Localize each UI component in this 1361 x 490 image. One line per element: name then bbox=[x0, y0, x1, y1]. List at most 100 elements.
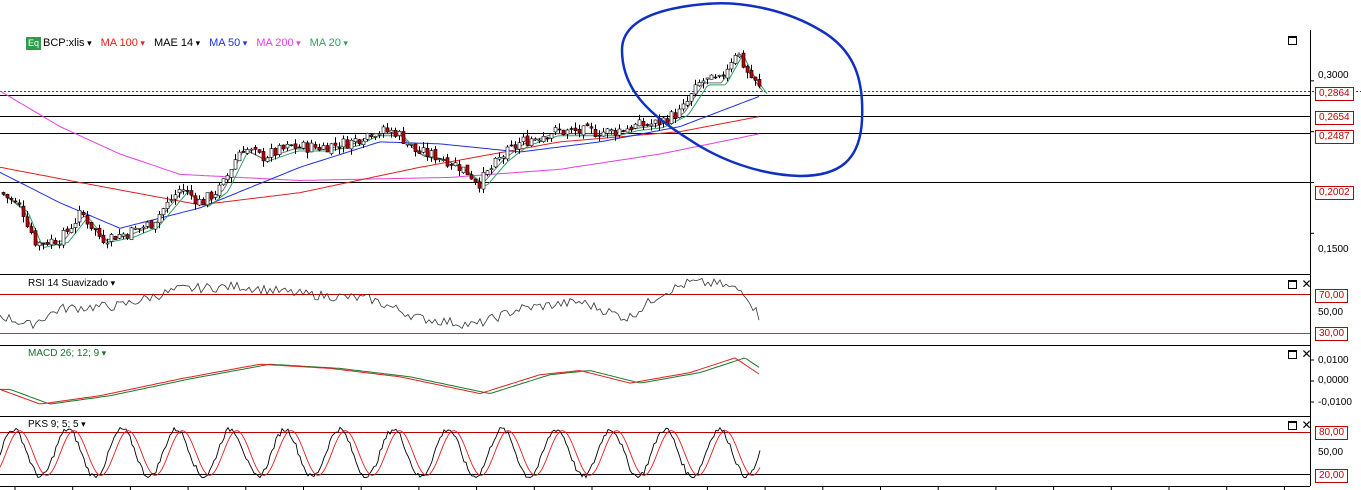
candle-body bbox=[717, 75, 722, 77]
candle-body bbox=[225, 175, 230, 181]
legend-ma50[interactable]: MA 50 bbox=[209, 37, 247, 49]
candle-body bbox=[37, 242, 42, 247]
candle-body bbox=[93, 228, 98, 231]
candle-body bbox=[261, 151, 266, 162]
rsi-level-tag: 30,00 bbox=[1315, 327, 1349, 341]
price-level-tag: 0,2487 bbox=[1315, 130, 1354, 144]
candle-body bbox=[409, 143, 414, 146]
legend-symbol[interactable]: BCP:xlis bbox=[43, 37, 92, 49]
candle-body bbox=[181, 189, 186, 192]
candle-body bbox=[557, 128, 562, 131]
equity-badge: Eq bbox=[26, 36, 41, 50]
candle-body bbox=[425, 147, 430, 157]
candle-body bbox=[677, 108, 682, 118]
candle-body bbox=[189, 190, 194, 196]
macd-close-icon[interactable]: ✕ bbox=[1301, 347, 1312, 361]
candle-body bbox=[361, 140, 366, 145]
rsi-close-icon[interactable]: ✕ bbox=[1301, 277, 1312, 291]
candle-body bbox=[237, 151, 242, 162]
candle-body bbox=[553, 127, 558, 133]
candle-body bbox=[337, 147, 342, 149]
candle-body bbox=[417, 150, 422, 154]
pks-d-line bbox=[0, 430, 761, 476]
candle-body bbox=[669, 111, 674, 124]
candle-body bbox=[85, 215, 90, 225]
candle-body bbox=[25, 216, 30, 228]
candle-body bbox=[145, 221, 150, 227]
legend-ma100[interactable]: MA 100 bbox=[101, 37, 145, 49]
candle-body bbox=[381, 126, 386, 134]
candle-body bbox=[621, 130, 626, 132]
candle-body bbox=[469, 174, 474, 180]
pks-level-tag: 80,00 bbox=[1315, 426, 1349, 440]
candle-body bbox=[277, 145, 282, 155]
candle-body bbox=[589, 126, 594, 129]
candle-body bbox=[437, 158, 442, 160]
candle-body bbox=[373, 136, 378, 138]
candle-body bbox=[249, 148, 254, 151]
candle-body bbox=[233, 159, 238, 170]
price-panel-maximize-icon[interactable] bbox=[1286, 34, 1299, 47]
candle-body bbox=[241, 150, 246, 153]
candle-body bbox=[109, 234, 114, 242]
pks-maximize-icon[interactable] bbox=[1286, 419, 1299, 432]
candle-body bbox=[697, 82, 702, 87]
candle-body bbox=[593, 129, 598, 137]
ma50-line bbox=[0, 96, 760, 229]
candle-body bbox=[297, 146, 302, 149]
candle-body bbox=[113, 236, 118, 240]
candle-body bbox=[497, 156, 502, 160]
candle-body bbox=[137, 228, 142, 230]
candle-body bbox=[457, 164, 462, 172]
candle-body bbox=[733, 55, 738, 64]
candle-body bbox=[17, 202, 22, 205]
macd-signal-line bbox=[0, 357, 760, 405]
candle-body bbox=[117, 234, 122, 239]
candle-body bbox=[253, 147, 258, 150]
candle-body bbox=[9, 197, 14, 200]
candle-body bbox=[281, 144, 286, 150]
candle-body bbox=[477, 181, 482, 189]
candle-body bbox=[221, 178, 226, 186]
candle-body bbox=[729, 62, 734, 70]
candle-body bbox=[501, 156, 506, 159]
candle-body bbox=[565, 129, 570, 135]
candle-body bbox=[601, 131, 606, 137]
macd-maximize-icon[interactable] bbox=[1286, 348, 1299, 361]
candle-body bbox=[305, 142, 310, 153]
candle-body bbox=[213, 194, 218, 198]
candle-body bbox=[489, 168, 494, 171]
candle-body bbox=[29, 226, 34, 233]
rsi-line bbox=[0, 277, 760, 330]
candle-body bbox=[165, 201, 170, 209]
macd-tick: 0,0000 bbox=[1318, 375, 1349, 386]
legend-mae14[interactable]: MAE 14 bbox=[154, 37, 200, 49]
candle-body bbox=[681, 103, 686, 110]
candle-body bbox=[685, 101, 690, 106]
candle-body bbox=[505, 146, 510, 160]
candle-body bbox=[725, 68, 730, 79]
candle-body bbox=[357, 139, 362, 145]
candle-body bbox=[77, 210, 82, 223]
price-level-tag: 0,2864 bbox=[1315, 87, 1354, 101]
candle-body bbox=[637, 119, 642, 127]
pks-panel-title[interactable]: PKS 9; 5; 5 bbox=[28, 419, 86, 430]
candle-body bbox=[105, 242, 110, 245]
candle-body bbox=[133, 227, 138, 230]
macd-panel-title[interactable]: MACD 26; 12; 9 bbox=[28, 348, 106, 359]
candle-body bbox=[57, 244, 62, 246]
candle-body bbox=[329, 143, 334, 154]
legend-ma200[interactable]: MA 200 bbox=[256, 37, 300, 49]
candle-body bbox=[369, 134, 374, 138]
candle-body bbox=[157, 214, 162, 224]
candle-body bbox=[689, 93, 694, 102]
legend-ma20[interactable]: MA 20 bbox=[310, 37, 348, 49]
candle-body bbox=[481, 172, 486, 190]
candle-body bbox=[317, 146, 322, 151]
candle-body bbox=[525, 135, 530, 146]
pks-close-icon[interactable]: ✕ bbox=[1301, 418, 1312, 432]
candle-body bbox=[705, 77, 710, 80]
macd-line bbox=[0, 357, 760, 405]
rsi-panel-title[interactable]: RSI 14 Suavizado bbox=[28, 278, 115, 289]
rsi-maximize-icon[interactable] bbox=[1286, 278, 1299, 291]
